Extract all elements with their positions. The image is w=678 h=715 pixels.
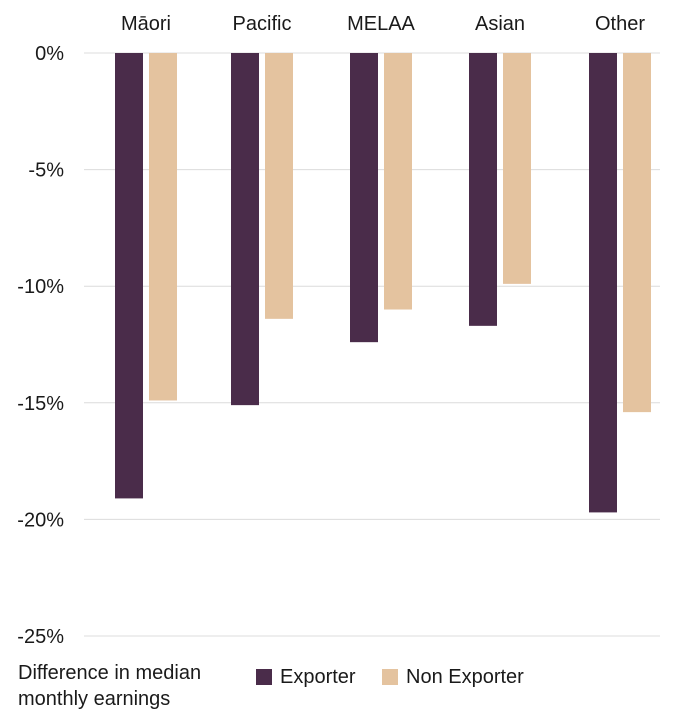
bar (350, 53, 378, 343)
y-tick-label: 0% (35, 43, 64, 65)
legend-swatch-exporter (256, 669, 272, 685)
y-tick-label: -20% (17, 509, 64, 531)
category-label: MELAA (347, 13, 415, 35)
bar (384, 53, 412, 310)
category-label: Other (595, 13, 645, 35)
category-label: Asian (475, 13, 525, 35)
y-tick-label: -5% (28, 160, 64, 182)
bar (231, 53, 259, 406)
bar (503, 53, 531, 284)
bar-chart: 0% -5% -10% -15% -20% -25% Māori Pacific MELAA As… (17, 13, 660, 648)
legend-title: Difference in median monthly earnings (18, 662, 202, 710)
legend-swatch-non-exporter (382, 669, 398, 685)
y-tick-label: -10% (17, 276, 64, 298)
bar (469, 53, 497, 326)
legend-label-non-exporter: Non Exporter (406, 665, 524, 688)
category-label: Pacific (233, 13, 292, 35)
bar (265, 53, 293, 319)
category-label: Māori (121, 13, 171, 35)
legend-item-exporter: Exporter (256, 666, 356, 688)
bar (149, 53, 177, 401)
bar (115, 53, 143, 499)
bar (589, 53, 617, 513)
y-tick-label: -25% (17, 626, 64, 648)
y-tick-label: -15% (17, 393, 64, 415)
legend: Difference in median monthly earnings Ex… (18, 660, 658, 715)
bar (623, 53, 651, 413)
legend-item-non-exporter: Non Exporter (382, 666, 524, 688)
legend-label-exporter: Exporter (280, 665, 356, 688)
